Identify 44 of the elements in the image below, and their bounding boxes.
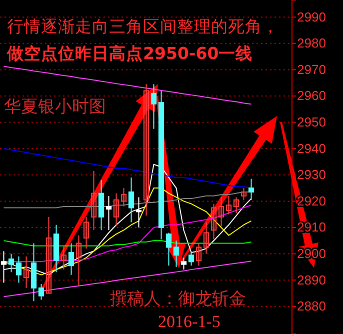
annotation: 2016-1-5 (158, 312, 220, 331)
candlestick (128, 177, 134, 223)
candlestick (166, 232, 172, 266)
text: 行情逐渐走向三角区间整理的死角， (7, 17, 279, 36)
candlestick (136, 196, 142, 228)
y-tick-label: 2980 (297, 36, 326, 51)
candlestick (38, 284, 44, 300)
y-tick-label: 2930 (297, 167, 326, 182)
y-tick-label: 2960 (297, 88, 326, 104)
candlestick (83, 216, 90, 250)
candlestick (76, 234, 82, 286)
candlestick (60, 245, 67, 270)
y-tick-label: 2990 (297, 9, 326, 24)
candlestick (68, 242, 74, 276)
y-tick-label: 2950 (297, 114, 326, 130)
candlestick (8, 253, 14, 273)
candlestick (196, 242, 202, 266)
candlestick (188, 250, 194, 266)
candlestick (173, 240, 180, 268)
candlestick (98, 180, 104, 231)
y-tick-label: 2880 (297, 298, 326, 314)
candlestick (150, 84, 157, 130)
annotation: 撰稿人：御龙斩金 (110, 289, 246, 309)
y-tick-label: 2940 (297, 140, 326, 156)
candlestick (233, 196, 240, 214)
candlestick (210, 203, 217, 240)
candlestick (106, 195, 112, 231)
y-tick-label: 2890 (297, 272, 326, 288)
candlestick (113, 192, 120, 227)
text: 做空点位昨日高点2950-60一线 (6, 44, 253, 63)
y-tick-label: 2970 (297, 62, 326, 77)
candlestick (218, 196, 224, 227)
candlestick (90, 170, 97, 231)
annotation: 华夏银小时图 (4, 97, 106, 117)
candlestick (23, 256, 30, 288)
candlestick (240, 188, 247, 200)
candlestick (120, 188, 127, 207)
candlestick (180, 257, 187, 270)
candlestick (203, 222, 210, 254)
candlestick (248, 178, 254, 200)
candlestick (16, 256, 22, 284)
candlestick (143, 84, 150, 216)
candlestick (46, 216, 52, 294)
candlestick (226, 195, 232, 215)
